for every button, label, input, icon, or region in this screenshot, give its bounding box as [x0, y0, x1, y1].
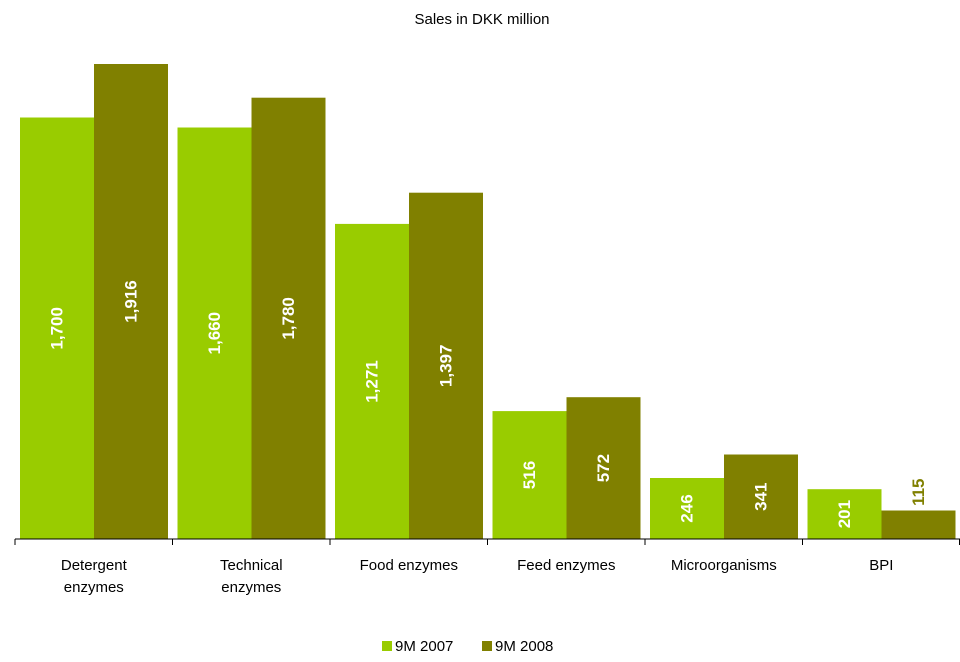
bar-2008-0 — [94, 64, 168, 539]
data-label-2007-4: 246 — [678, 494, 697, 522]
data-label-2008-1: 1,780 — [279, 297, 298, 340]
bar-2007-0 — [20, 117, 94, 539]
legend: 9M 2007 9M 2008 — [382, 638, 553, 655]
bar-2007-1 — [177, 127, 252, 539]
data-label-2008-5: 115 — [909, 478, 928, 505]
legend-label-2008: 9M 2008 — [495, 638, 553, 655]
data-label-2007-5: 201 — [835, 500, 854, 528]
legend-label-2007: 9M 2007 — [395, 638, 453, 655]
data-label-2007-0: 1,700 — [48, 307, 67, 350]
data-label-2008-0: 1,916 — [122, 280, 141, 323]
bar-2007-3 — [492, 411, 567, 539]
bar-2008-2 — [409, 192, 483, 539]
data-label-2008-4: 341 — [752, 483, 771, 511]
data-label-2007-2: 1,271 — [363, 360, 382, 403]
category-label-1: Technical enzymes — [220, 557, 283, 596]
bar-2008-5 — [881, 510, 956, 539]
category-label-4: Microorganisms — [671, 557, 777, 574]
data-label-2008-3: 572 — [594, 454, 613, 482]
x-axis: Detergent enzymes Technical enzymes Food enz… — [14, 538, 960, 596]
bar-2007-2 — [335, 223, 409, 539]
bars-group: 1,700 1,916 1,660 1,780 1,271 1,397 516 572 246 3… — [20, 64, 956, 539]
category-label-2: Food enzymes — [360, 557, 458, 574]
data-label-2008-2: 1,397 — [437, 345, 456, 388]
legend-swatch-2007 — [382, 641, 392, 651]
bar-2008-4 — [724, 454, 798, 539]
data-label-2007-3: 516 — [520, 461, 539, 489]
category-label-5: BPI — [869, 557, 893, 574]
category-label-0: Detergent enzymes — [61, 557, 128, 596]
data-label-2007-1: 1,660 — [205, 312, 224, 355]
bar-2008-1 — [251, 97, 326, 539]
bar-2008-3 — [566, 397, 641, 539]
category-label-3: Feed enzymes — [517, 557, 615, 574]
legend-swatch-2008 — [482, 641, 492, 651]
bar-2007-4 — [650, 478, 724, 539]
bar-2007-5 — [807, 489, 882, 539]
chart-title: Sales in DKK million — [414, 11, 549, 28]
